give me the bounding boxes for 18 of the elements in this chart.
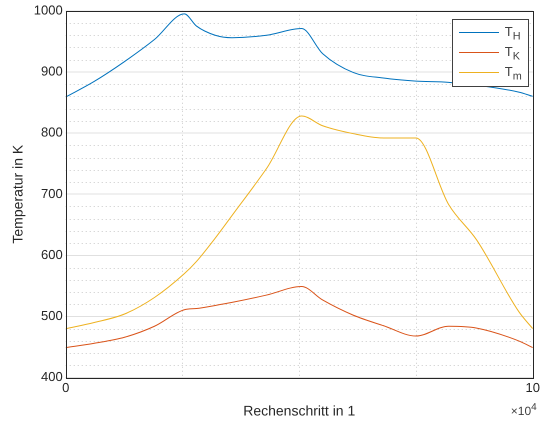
y-tick-label: 900 [41, 64, 63, 79]
y-tick-label: 400 [41, 369, 63, 384]
legend-label: T$_{K}$ [504, 44, 520, 62]
x-tick-label: 0 [62, 380, 70, 395]
y-tick-label: 500 [41, 308, 63, 324]
y-tick-label: 1000 [34, 2, 63, 18]
text: ×10$^{4}$ [510, 402, 537, 418]
y-axis-title: Temperatur in K [9, 144, 26, 244]
line-series [66, 115, 533, 330]
legend-label: T$_{H}$ [504, 24, 521, 42]
y-tick-label: 600 [41, 246, 63, 262]
y-tick-label: 700 [41, 186, 63, 201]
legend-label: T$_{m}$ [504, 64, 522, 82]
x-tick-label: 10 [526, 380, 540, 395]
y-tick-label: 800 [41, 124, 63, 140]
line-series [66, 13, 533, 98]
x-axis-title: Rechenschritt in 1 [243, 402, 356, 418]
line-series [66, 286, 533, 348]
